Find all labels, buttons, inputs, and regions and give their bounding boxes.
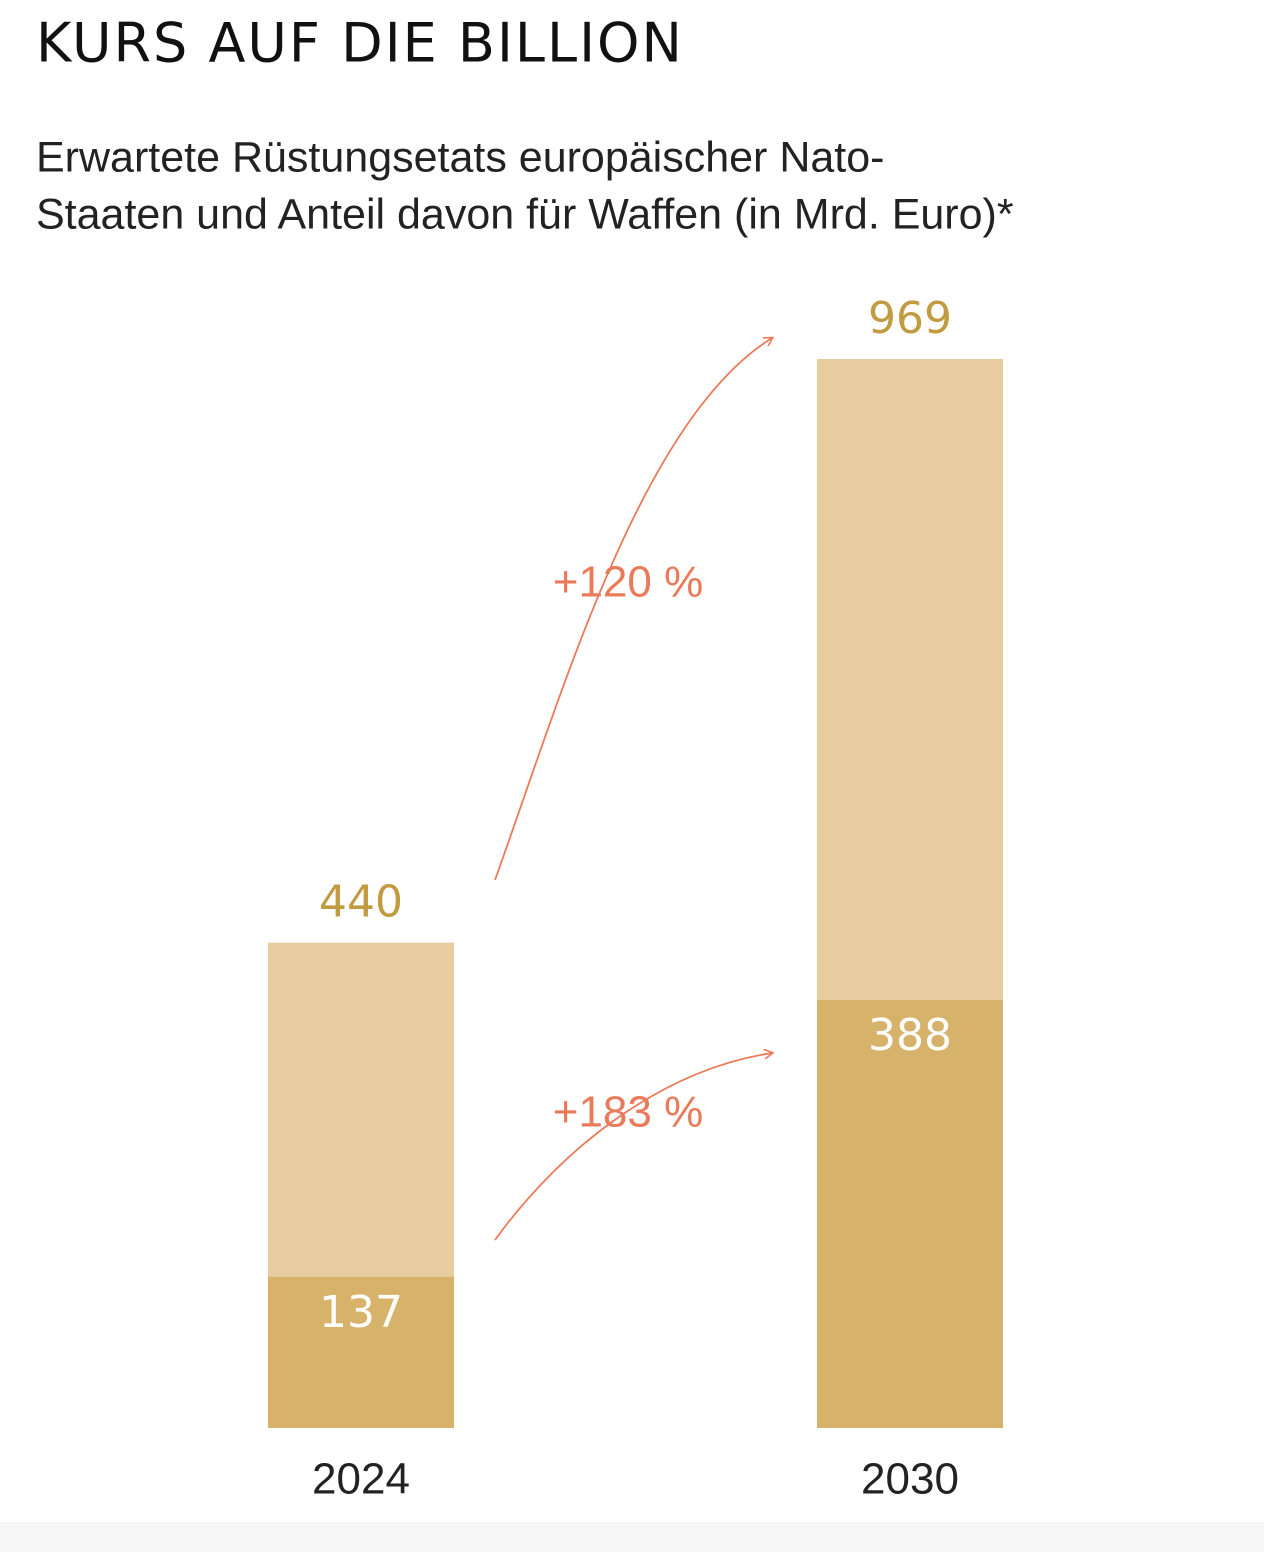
growth-arrow <box>494 1053 772 1241</box>
bar <box>268 1276 454 1428</box>
value-label: 440 <box>319 877 403 928</box>
growth-arrow <box>494 338 772 881</box>
annotation: +120 % <box>553 558 703 607</box>
footer-strip <box>0 1522 1264 1552</box>
chart-title: KURS AUF DIE BILLION <box>36 12 684 75</box>
value-label: 137 <box>319 1287 403 1338</box>
value-label: 388 <box>868 1010 952 1061</box>
bar <box>817 999 1003 1428</box>
chart-subtitle: Staaten und Anteil davon für Waffen (in … <box>36 190 1014 238</box>
x-tick-label: 2024 <box>312 1455 410 1504</box>
x-tick-label: 2030 <box>861 1455 959 1504</box>
annotation: +183 % <box>553 1088 703 1137</box>
chart-subtitle: Erwartete Rüstungsetats europäischer Nat… <box>36 133 884 181</box>
value-label: 969 <box>868 293 952 344</box>
